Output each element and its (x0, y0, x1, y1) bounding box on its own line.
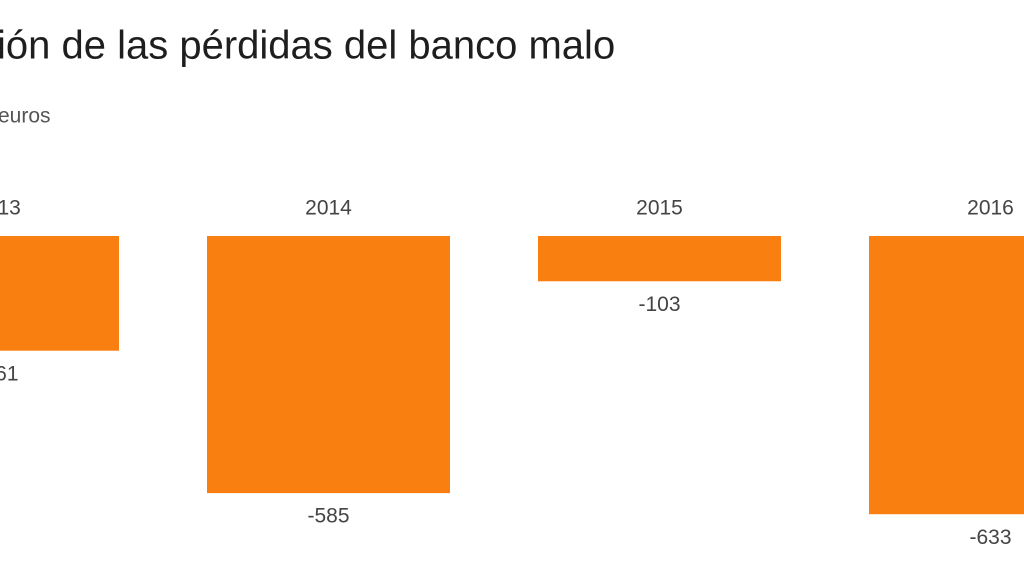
bar (0, 236, 119, 351)
bar (538, 236, 781, 282)
value-label: -585 (307, 505, 349, 528)
value-label: -633 (969, 526, 1011, 549)
category-label: 2013 (0, 197, 21, 220)
bar (869, 236, 1024, 515)
chart-subtitle: euros (0, 105, 51, 128)
value-label: -103 (638, 293, 680, 316)
category-label: 2015 (636, 197, 683, 220)
category-label: 2014 (305, 197, 352, 220)
chart-title: ión de las pérdidas del banco malo (0, 24, 615, 68)
bar (207, 236, 450, 494)
value-label: -261 (0, 362, 19, 385)
category-label: 2016 (967, 197, 1014, 220)
